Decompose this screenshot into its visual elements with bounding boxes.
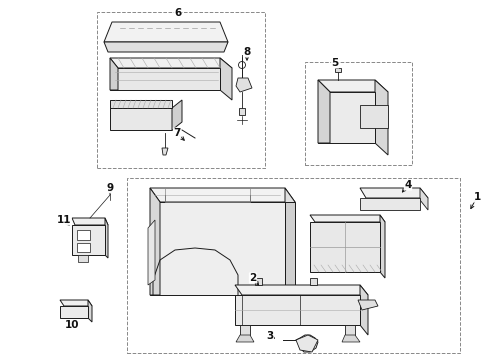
Polygon shape: [285, 202, 295, 295]
Polygon shape: [318, 92, 375, 143]
Polygon shape: [150, 188, 295, 202]
Polygon shape: [345, 325, 355, 335]
Polygon shape: [104, 22, 228, 42]
Polygon shape: [240, 325, 250, 335]
Polygon shape: [220, 58, 232, 100]
Polygon shape: [360, 105, 388, 128]
Polygon shape: [285, 188, 295, 220]
Polygon shape: [78, 255, 88, 262]
Polygon shape: [360, 198, 420, 210]
Polygon shape: [235, 295, 360, 325]
Polygon shape: [236, 335, 254, 342]
Polygon shape: [60, 300, 92, 306]
Text: 7: 7: [173, 128, 181, 138]
Polygon shape: [310, 215, 385, 222]
Polygon shape: [150, 202, 285, 295]
Text: 1: 1: [473, 192, 481, 202]
Polygon shape: [239, 108, 245, 115]
Polygon shape: [110, 100, 172, 108]
Polygon shape: [148, 220, 155, 285]
Polygon shape: [77, 230, 90, 240]
Bar: [97, 12, 265, 168]
Polygon shape: [110, 68, 220, 90]
Polygon shape: [110, 58, 118, 90]
Text: 8: 8: [244, 47, 250, 57]
Text: 5: 5: [331, 58, 339, 68]
Polygon shape: [110, 58, 232, 68]
Polygon shape: [72, 218, 108, 225]
Polygon shape: [255, 278, 262, 285]
Text: 6: 6: [174, 8, 182, 18]
Text: 4: 4: [404, 180, 412, 190]
Text: 10: 10: [65, 320, 79, 330]
Text: 9: 9: [106, 183, 114, 193]
Bar: [127, 178, 460, 353]
Polygon shape: [335, 68, 341, 72]
Polygon shape: [342, 335, 360, 342]
Polygon shape: [105, 218, 108, 258]
Polygon shape: [310, 278, 317, 285]
Text: 2: 2: [249, 273, 257, 283]
Text: 3: 3: [267, 331, 273, 341]
Polygon shape: [360, 285, 368, 335]
Polygon shape: [150, 188, 160, 295]
Polygon shape: [360, 188, 428, 198]
Polygon shape: [104, 42, 228, 52]
Polygon shape: [296, 335, 318, 352]
Polygon shape: [72, 225, 105, 255]
Polygon shape: [77, 243, 90, 252]
Polygon shape: [380, 215, 385, 278]
Polygon shape: [358, 300, 378, 310]
Circle shape: [335, 99, 341, 105]
Polygon shape: [420, 188, 428, 210]
Polygon shape: [310, 222, 380, 272]
Polygon shape: [110, 108, 172, 130]
Polygon shape: [172, 100, 182, 130]
Bar: [305, 62, 412, 165]
Polygon shape: [318, 80, 388, 92]
Polygon shape: [236, 78, 252, 92]
Polygon shape: [235, 285, 368, 295]
Polygon shape: [162, 148, 168, 155]
Text: 11: 11: [57, 215, 71, 225]
Polygon shape: [318, 80, 330, 143]
Polygon shape: [60, 306, 88, 318]
Polygon shape: [88, 300, 92, 322]
Polygon shape: [375, 80, 388, 155]
